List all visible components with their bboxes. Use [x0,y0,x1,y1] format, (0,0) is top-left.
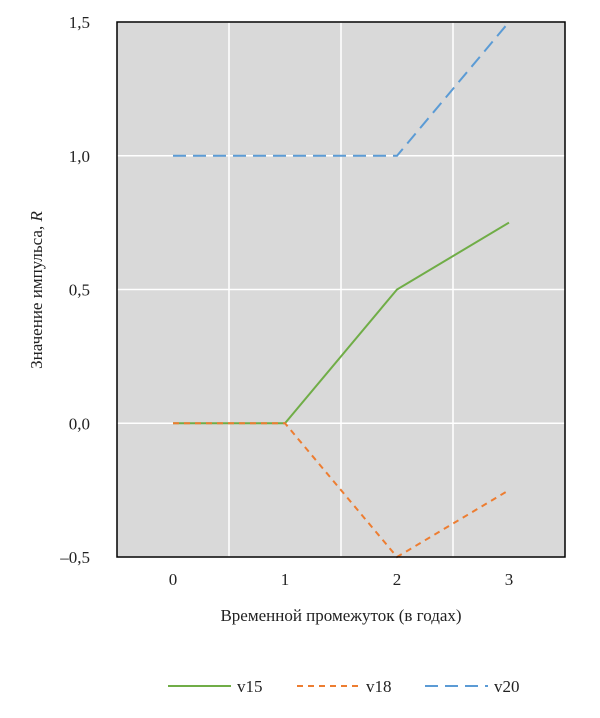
y-tick-label: 1,0 [69,147,90,166]
x-tick-label: 2 [393,570,402,589]
x-axis-ticks: 0 1 2 3 [169,570,514,589]
legend: v15 v18 v20 [168,677,520,696]
x-tick-label: 0 [169,570,178,589]
x-tick-label: 1 [281,570,290,589]
legend-label-v18: v18 [366,677,392,696]
series-line-v18 [173,422,510,559]
y-tick-label: 0,0 [69,414,90,433]
series-line-v20 [173,21,510,157]
series-lines [173,21,510,559]
y-tick-label: 1,5 [69,13,90,32]
plot-border [116,21,566,558]
y-tick-label: –0,5 [59,548,90,567]
legend-label-v20: v20 [494,677,520,696]
y-tick-label: 0,5 [69,281,90,300]
x-tick-label: 3 [505,570,514,589]
x-axis-label: Временной промежуток (в годах) [220,606,461,625]
y-axis-label: Значение импульса, R [27,211,46,369]
y-axis-ticks: –0,5 0,0 0,5 1,0 1,5 [59,13,90,567]
legend-label-v15: v15 [237,677,263,696]
